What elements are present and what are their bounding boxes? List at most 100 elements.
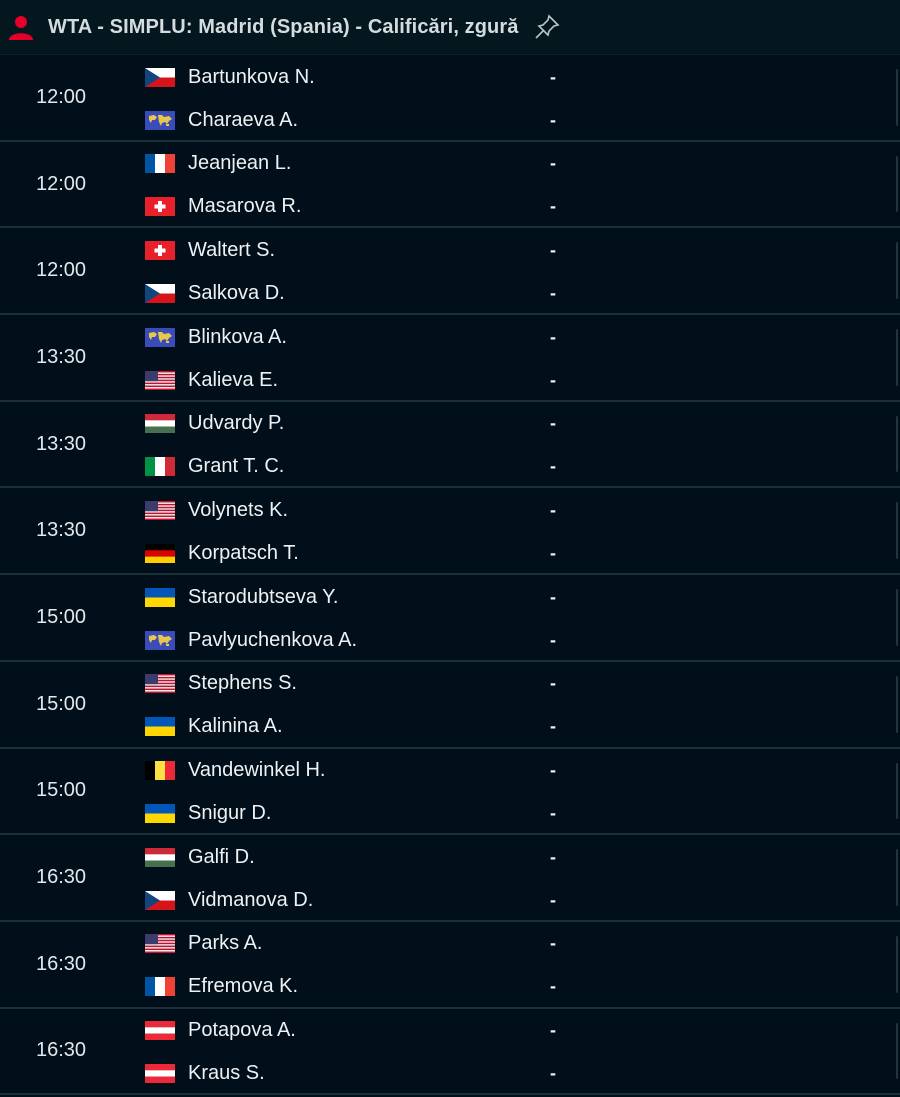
flag-ch-icon: [145, 197, 175, 217]
player-score: -: [550, 499, 556, 520]
player-row: Pavlyuchenkova A. -: [145, 628, 565, 652]
player-score: -: [550, 456, 556, 477]
player-score: -: [550, 586, 556, 607]
player-name: Volynets K.: [188, 498, 289, 521]
player-name: Blinkova A.: [188, 325, 287, 348]
match-row[interactable]: 16:30 Galfi D. - Vidmanova D. -: [0, 835, 900, 922]
flag-cz-icon: [145, 283, 175, 303]
player-name: Efremova K.: [188, 975, 299, 998]
player-row: Charaeva A. -: [145, 108, 565, 132]
match-time: 12:00: [36, 259, 87, 282]
player-name: Kalinina A.: [188, 715, 283, 738]
player-row: Masarova R. -: [145, 195, 565, 219]
player-row: Galfi D. -: [145, 845, 565, 869]
match-row[interactable]: 15:00 Stephens S. - Kalinina A. -: [0, 662, 900, 749]
match-time: 15:00: [36, 779, 87, 802]
player-score: -: [550, 933, 556, 954]
player-row: Salkova D. -: [145, 281, 565, 305]
match-row[interactable]: 13:30 Volynets K. - Korpatsch T. -: [0, 488, 900, 576]
player-name: Kalieva E.: [188, 368, 279, 391]
player-score: -: [550, 153, 556, 174]
match-row[interactable]: 13:30 Udvardy P. - Grant T. C. -: [0, 402, 900, 489]
match-row[interactable]: 15:00 Starodubtseva Y. - Pavlyuchenkova …: [0, 575, 900, 662]
match-time: 16:30: [36, 1039, 87, 1062]
pin-icon[interactable]: [532, 12, 562, 42]
player-row: Blinkova A. -: [145, 325, 565, 349]
flag-be-icon: [145, 761, 175, 780]
match-row[interactable]: 12:00 Waltert S. - Salkova D. -: [0, 228, 900, 316]
match-time: 13:30: [36, 345, 87, 368]
flag-cz-icon: [145, 890, 175, 910]
match-time: 15:00: [36, 605, 87, 628]
player-score: -: [550, 326, 556, 347]
match-row[interactable]: 12:00 Bartunkova N. - Charaeva A. -: [0, 55, 900, 142]
flag-fr-icon: [145, 154, 175, 174]
row-scroll-indicator: [896, 589, 898, 646]
player-score: -: [550, 109, 556, 130]
player-row: Korpatsch T. -: [145, 541, 565, 565]
player-name: Masarova R.: [188, 195, 302, 218]
match-time: 16:30: [36, 952, 87, 975]
player-row: Vidmanova D. -: [145, 888, 565, 912]
player-score: -: [550, 66, 556, 87]
player-name: Parks A.: [188, 932, 263, 955]
player-name: Pavlyuchenkova A.: [188, 628, 357, 651]
match-row[interactable]: 16:30 Potapova A. - Kraus S. -: [0, 1009, 900, 1096]
flag-world-icon: [145, 110, 175, 130]
match-row[interactable]: 15:00 Vandewinkel H. - Snigur D. -: [0, 749, 900, 836]
row-scroll-indicator: [896, 849, 898, 906]
flag-ua-icon: [145, 587, 175, 607]
player-score: -: [550, 629, 556, 650]
player-name: Salkova D.: [188, 281, 285, 304]
match-time: 15:00: [36, 692, 87, 715]
match-row[interactable]: 13:30 Blinkova A. - Kalieva E. -: [0, 315, 900, 402]
row-scroll-indicator: [896, 762, 898, 820]
match-time: 12:00: [36, 85, 87, 108]
player-name: Jeanjean L.: [188, 152, 292, 175]
match-time: 13:30: [36, 432, 87, 455]
flag-at-icon: [145, 1064, 175, 1084]
match-time: 13:30: [36, 519, 87, 542]
flag-us-icon: [145, 674, 175, 694]
player-score: -: [550, 846, 556, 867]
flag-it-icon: [145, 457, 175, 477]
row-scroll-indicator: [896, 675, 898, 733]
player-name: Vandewinkel H.: [188, 759, 326, 781]
player-row: Starodubtseva Y. -: [145, 585, 565, 609]
player-name: Starodubtseva Y.: [188, 585, 339, 608]
player-row: Volynets K. -: [145, 498, 565, 522]
row-scroll-indicator: [896, 329, 898, 386]
player-score: -: [550, 803, 556, 823]
row-scroll-indicator: [896, 1022, 898, 1080]
player-score: -: [550, 282, 556, 303]
flag-us-icon: [145, 370, 175, 390]
player-row: Jeanjean L. -: [145, 152, 565, 176]
tournament-header[interactable]: WTA - SIMPLU: Madrid (Spania) - Califică…: [0, 0, 900, 55]
player-score: -: [550, 889, 556, 910]
flag-fr-icon: [145, 977, 175, 997]
player-row: Vandewinkel H. -: [145, 759, 565, 783]
player-row: Kalinina A. -: [145, 715, 565, 739]
player-name: Stephens S.: [188, 672, 297, 695]
flag-us-icon: [145, 934, 175, 954]
flag-cz-icon: [145, 67, 175, 87]
row-scroll-indicator: [896, 415, 898, 473]
match-row[interactable]: 12:00 Jeanjean L. - Masarova R. -: [0, 142, 900, 229]
player-name: Udvardy P.: [188, 412, 285, 435]
player-row: Grant T. C. -: [145, 455, 565, 479]
row-scroll-indicator: [896, 155, 898, 213]
player-score: -: [550, 239, 556, 260]
match-list: 12:00 Bartunkova N. - Charaeva A. - 12:0…: [0, 55, 900, 1096]
player-name: Potapova A.: [188, 1019, 296, 1042]
match-row[interactable]: 16:30 Parks A. - Efremova K. -: [0, 922, 900, 1009]
row-scroll-indicator: [896, 935, 898, 993]
player-row: Kraus S. -: [145, 1062, 565, 1086]
flag-us-icon: [145, 500, 175, 520]
row-scroll-indicator: [896, 69, 898, 126]
player-score: -: [550, 673, 556, 694]
player-row: Bartunkova N. -: [145, 65, 565, 89]
flag-hu-icon: [145, 847, 175, 867]
player-name: Snigur D.: [188, 802, 272, 824]
player-name: Grant T. C.: [188, 455, 285, 478]
player-score: -: [550, 976, 556, 997]
